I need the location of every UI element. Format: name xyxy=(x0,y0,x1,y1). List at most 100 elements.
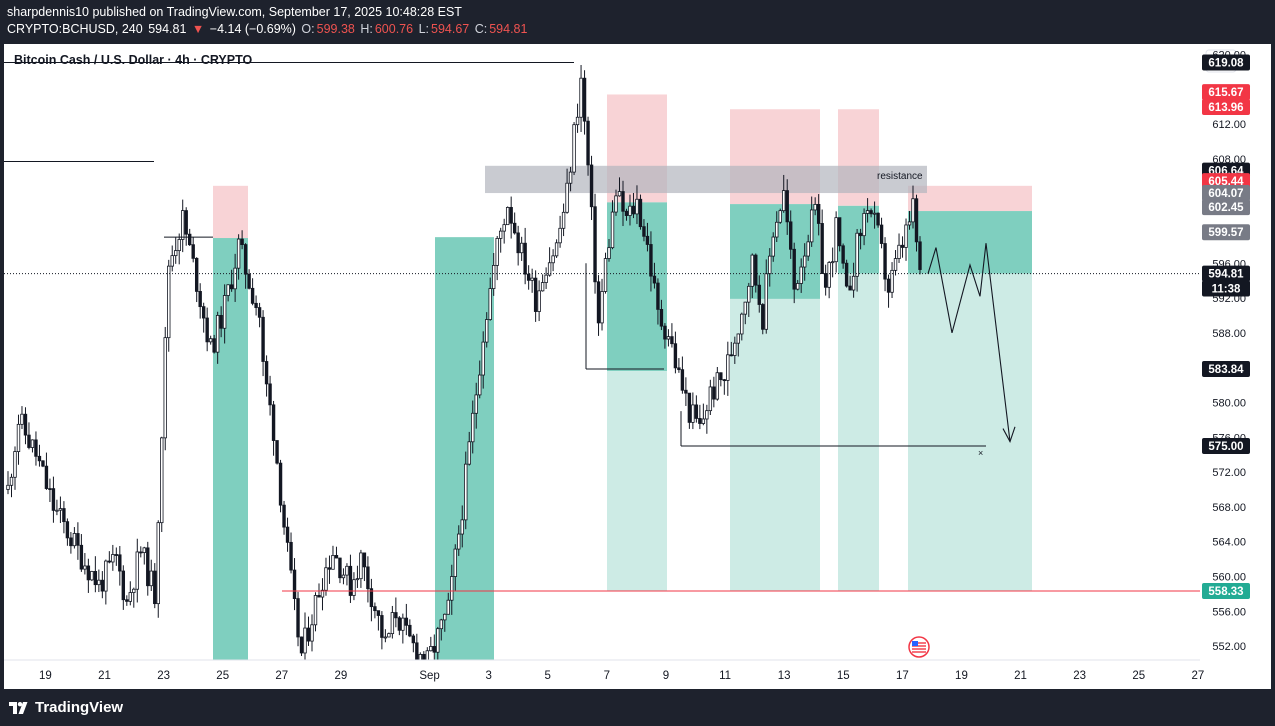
candle-body xyxy=(893,258,898,271)
x-tick-label: 23 xyxy=(157,670,170,682)
candle-body xyxy=(167,265,171,339)
candle-body xyxy=(278,462,283,506)
close-value: 594.81 xyxy=(489,22,528,36)
candle-body xyxy=(764,273,768,330)
y-tick-label: 556.00 xyxy=(1212,606,1246,618)
y-tick-label: 568.00 xyxy=(1212,502,1246,514)
candle-body xyxy=(397,617,402,631)
candle-body xyxy=(334,555,339,559)
candle-body xyxy=(698,418,702,424)
candle-body xyxy=(478,374,482,396)
candle-body xyxy=(509,207,513,224)
candle-body xyxy=(317,595,321,598)
candle-body xyxy=(275,440,279,464)
x-tick-label: 15 xyxy=(837,670,850,682)
candle-body xyxy=(208,338,213,343)
symbol-label: CRYPTO:BCHUSD, 240 xyxy=(7,22,143,36)
x-tick-label: Sep xyxy=(419,670,439,682)
candle-body xyxy=(607,247,611,259)
candle-body xyxy=(621,191,625,212)
candle-body xyxy=(837,217,842,247)
candle-body xyxy=(806,241,810,257)
candle-body xyxy=(631,205,636,215)
candle-body xyxy=(471,412,475,443)
candle-body xyxy=(128,592,132,602)
projected-path xyxy=(927,243,1011,442)
candle-body xyxy=(816,203,821,224)
candle-body xyxy=(181,210,185,240)
x-tick-label: 17 xyxy=(896,670,909,682)
candle-body xyxy=(219,315,223,329)
candle-body xyxy=(505,207,510,226)
candle-body xyxy=(750,254,754,287)
candle-body xyxy=(380,615,384,638)
candle-body xyxy=(603,258,608,292)
candle-body xyxy=(554,242,559,257)
candle-body xyxy=(114,554,119,556)
candle-body xyxy=(432,646,436,653)
candle-body xyxy=(802,255,807,268)
candle-body xyxy=(596,281,601,324)
candle-body xyxy=(610,211,615,249)
candle-body xyxy=(55,509,59,512)
candle-body xyxy=(257,307,262,318)
candle-body xyxy=(341,574,346,579)
candle-body xyxy=(691,404,695,423)
candle-body xyxy=(362,552,367,568)
price-chart[interactable]: resistance × Bitcoin Cash / U.S. Dollar … xyxy=(4,44,1271,689)
price-tag xyxy=(1202,583,1250,600)
candle-body xyxy=(897,244,901,259)
candle-body xyxy=(530,277,534,281)
candle-body xyxy=(733,342,737,356)
last-price: 594.81 xyxy=(148,22,187,36)
candle-body xyxy=(170,255,174,267)
candle-body xyxy=(841,245,845,264)
candle-body xyxy=(240,238,244,245)
candle-body xyxy=(492,264,496,289)
price-tag xyxy=(1202,54,1250,71)
candle-body xyxy=(865,210,870,214)
candle-body xyxy=(443,613,447,621)
candle-body xyxy=(523,242,527,275)
candle-body xyxy=(663,325,667,340)
candle-body xyxy=(107,560,112,563)
candle-body xyxy=(415,642,419,661)
candle-body xyxy=(656,282,660,310)
candle-body xyxy=(436,628,440,653)
candle-body xyxy=(464,463,468,521)
y-tick-label: 588.00 xyxy=(1212,328,1246,340)
low-label: L: xyxy=(418,22,429,36)
x-tick-label: 13 xyxy=(778,670,791,682)
candle-body xyxy=(268,383,272,406)
candle-body xyxy=(911,198,915,223)
candle-body xyxy=(310,624,314,642)
price-tag-label: 575.00 xyxy=(1208,441,1243,453)
price-tag-label: 11:38 xyxy=(1212,283,1241,295)
candle-body xyxy=(673,343,678,369)
candle-body xyxy=(352,579,356,596)
candle-body xyxy=(600,291,604,324)
candle-body xyxy=(121,570,126,601)
candle-body xyxy=(551,255,555,264)
candle-body xyxy=(768,255,772,275)
candle-body xyxy=(90,571,94,581)
candle-body xyxy=(135,551,139,590)
candle-body xyxy=(652,275,657,284)
candle-body xyxy=(387,633,391,638)
candle-body xyxy=(886,278,891,293)
tradingview-logo[interactable]: TradingView xyxy=(9,699,123,716)
candle-body xyxy=(212,338,216,353)
price-tag xyxy=(1202,265,1250,282)
candle-body xyxy=(813,203,817,211)
chart-panel[interactable]: resistance × Bitcoin Cash / U.S. Dollar … xyxy=(4,44,1271,689)
candle-body xyxy=(188,233,192,246)
zones-layer: resistance xyxy=(213,94,1032,661)
candle-body xyxy=(757,284,761,305)
candle-body xyxy=(215,315,220,353)
us-flag-canton xyxy=(912,641,918,646)
candle-body xyxy=(834,217,838,263)
candle-body xyxy=(355,578,360,581)
position-aug25-target-zone xyxy=(213,238,248,661)
target-marker: × xyxy=(978,448,983,458)
x-tick-label: 7 xyxy=(604,670,610,682)
